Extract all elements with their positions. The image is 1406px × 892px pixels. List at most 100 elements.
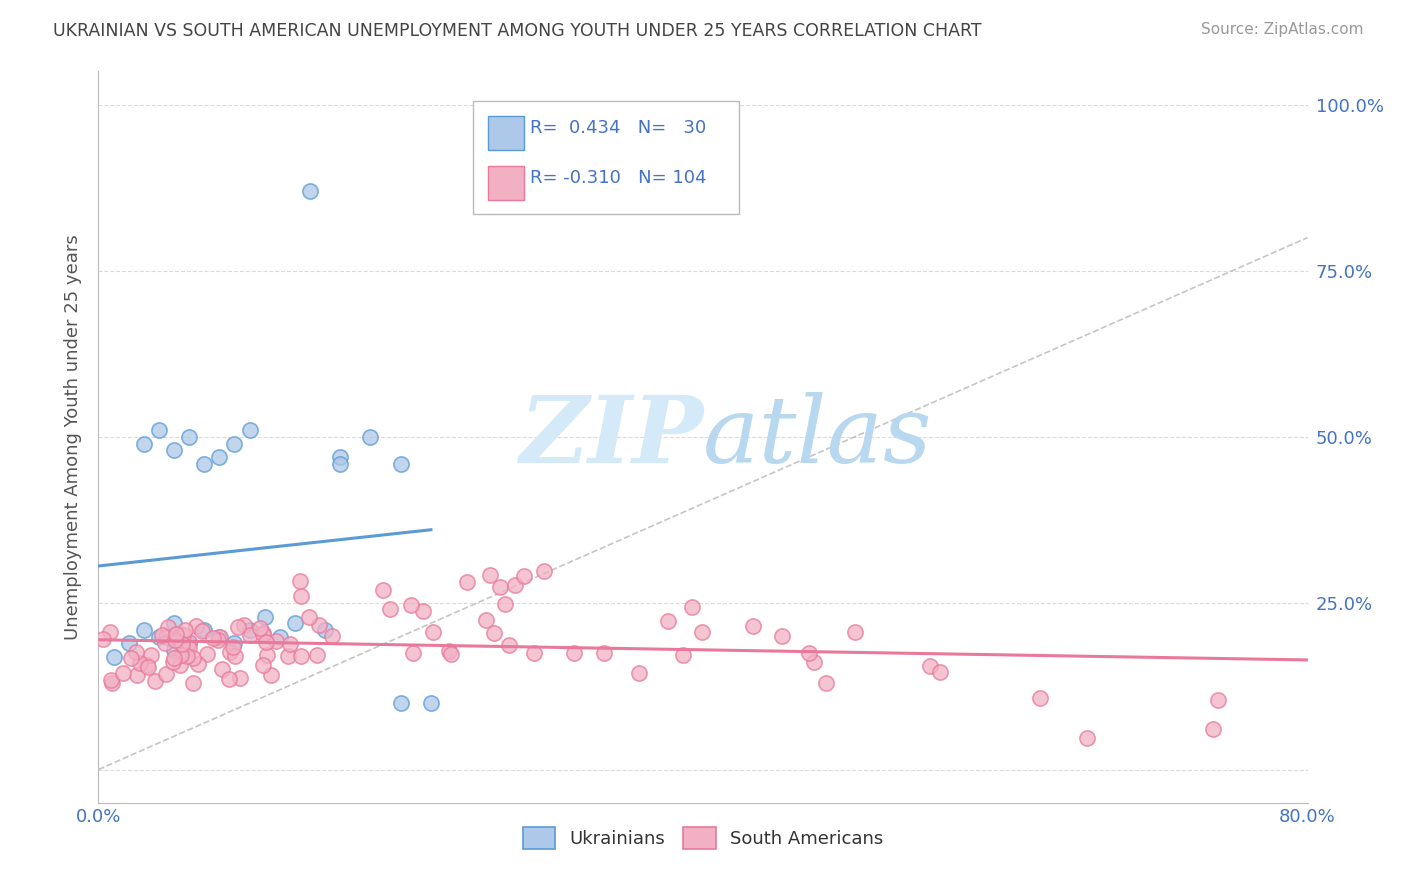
Text: UKRAINIAN VS SOUTH AMERICAN UNEMPLOYMENT AMONG YOUTH UNDER 25 YEARS CORRELATION : UKRAINIAN VS SOUTH AMERICAN UNEMPLOYMENT… [53, 22, 981, 40]
Point [803, 656, 825, 670]
Point [299, 184, 322, 198]
Point [224, 649, 246, 664]
Point [183, 651, 205, 665]
Point [1201, 722, 1223, 736]
Point [222, 640, 245, 655]
Point [479, 568, 502, 582]
Point [420, 696, 443, 710]
Point [269, 630, 291, 644]
Point [148, 424, 170, 438]
Point [249, 621, 271, 635]
Point [412, 604, 434, 618]
Point [127, 668, 149, 682]
Point [489, 580, 512, 594]
Point [91, 632, 114, 646]
Point [456, 574, 478, 589]
Point [148, 630, 170, 644]
Point [1208, 693, 1230, 707]
Point [218, 645, 240, 659]
Point [174, 623, 197, 637]
Point [179, 636, 201, 650]
Text: ZIP: ZIP [519, 392, 703, 482]
Point [191, 624, 214, 638]
Point [494, 597, 516, 611]
Point [169, 648, 191, 662]
Point [389, 696, 412, 710]
Point [184, 619, 207, 633]
Point [437, 644, 460, 658]
Point [523, 646, 546, 660]
Point [153, 636, 176, 650]
Point [179, 430, 201, 444]
Point [378, 602, 401, 616]
Point [208, 630, 231, 644]
Point [402, 647, 425, 661]
Point [672, 648, 695, 662]
Point [120, 650, 142, 665]
Point [482, 626, 505, 640]
Point [389, 457, 412, 471]
Point [690, 625, 713, 640]
Point [218, 672, 240, 686]
Point [103, 649, 125, 664]
Y-axis label: Unemployment Among Youth under 25 years: Unemployment Among Youth under 25 years [65, 235, 83, 640]
Point [162, 655, 184, 669]
Point [129, 656, 152, 670]
Point [513, 569, 536, 583]
Point [422, 625, 444, 640]
Point [742, 619, 765, 633]
Point [290, 648, 312, 663]
Point [193, 457, 215, 471]
Point [681, 600, 703, 615]
Point [503, 578, 526, 592]
Point [169, 657, 191, 672]
Point [329, 450, 352, 464]
Point [163, 651, 186, 665]
Point [290, 589, 312, 603]
Point [229, 671, 252, 685]
Point [208, 630, 231, 644]
Point [360, 430, 382, 444]
Text: atlas: atlas [703, 392, 932, 482]
Point [371, 582, 394, 597]
Point [1076, 731, 1098, 745]
Point [163, 616, 186, 631]
Point [929, 665, 952, 679]
Point [101, 676, 124, 690]
Point [562, 646, 585, 660]
Point [284, 616, 307, 631]
Point [399, 599, 422, 613]
Point [155, 630, 177, 644]
Point [1029, 690, 1052, 705]
Point [100, 625, 122, 640]
Point [321, 629, 343, 643]
Point [177, 640, 200, 655]
Point [844, 624, 866, 639]
Point [170, 637, 193, 651]
Point [172, 628, 194, 642]
Point [252, 625, 274, 640]
Point [118, 636, 141, 650]
Point [308, 618, 330, 632]
Point [290, 574, 312, 588]
Point [165, 627, 187, 641]
Point [260, 668, 283, 682]
Point [533, 564, 555, 578]
Point [254, 635, 277, 649]
Point [176, 648, 198, 663]
Point [163, 443, 186, 458]
Point [181, 675, 204, 690]
Point [918, 658, 941, 673]
Point [193, 623, 215, 637]
Point [239, 623, 262, 637]
Point [256, 648, 278, 663]
Point [207, 633, 229, 648]
Text: R= -0.310   N= 104: R= -0.310 N= 104 [530, 169, 707, 186]
Point [124, 645, 146, 659]
Point [208, 450, 231, 464]
Point [252, 627, 274, 641]
FancyBboxPatch shape [488, 166, 524, 200]
Point [252, 658, 274, 673]
Point [187, 657, 209, 671]
Legend: Ukrainians, South Americans: Ukrainians, South Americans [516, 820, 890, 856]
